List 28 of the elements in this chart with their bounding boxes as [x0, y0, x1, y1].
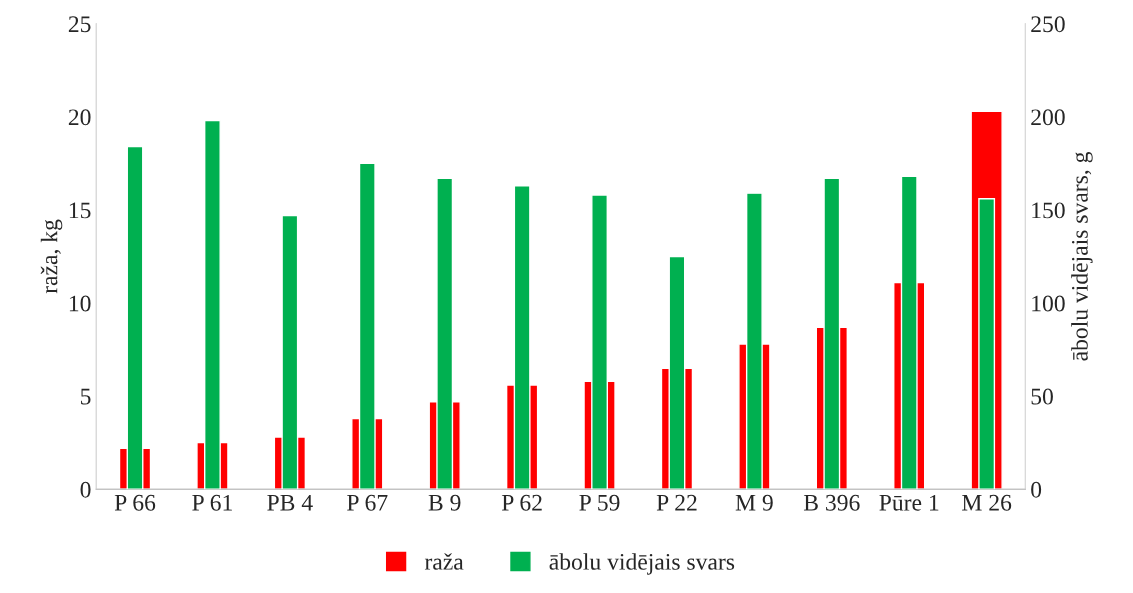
x-tick-label: P 22 — [656, 494, 697, 511]
y2-tick-label: 250 — [1031, 16, 1065, 33]
x-tick-label: B 396 — [803, 494, 860, 511]
legend-label: ābolu vidējais svars — [549, 553, 735, 575]
y-tick-label: 10 — [69, 295, 91, 312]
y-tick-label: 0 — [80, 481, 91, 498]
y2-tick-label: 200 — [1031, 109, 1065, 126]
y2-axis-title: ābolu vidējais svars, g — [1071, 152, 1093, 361]
legend-label: raža — [424, 553, 464, 570]
y2-tick-label: 50 — [1031, 388, 1053, 405]
y-tick-label: 25 — [68, 16, 91, 33]
x-tick-label: M 26 — [962, 494, 1012, 511]
x-tick-label: P 59 — [579, 494, 620, 511]
x-tick-label: P 61 — [192, 494, 232, 511]
y-tick-label: 15 — [69, 202, 91, 219]
y-axis-title: raža, kg — [40, 219, 63, 294]
y-tick-label: 5 — [81, 388, 91, 405]
x-tick-label: PB 4 — [267, 494, 313, 511]
x-tick-label: P 66 — [114, 494, 156, 511]
y2-tick-label: 0 — [1031, 481, 1042, 498]
y2-tick-label: 100 — [1032, 295, 1065, 312]
x-tick-label: Pūre 1 — [879, 494, 939, 511]
x-tick-label: M 9 — [735, 494, 773, 511]
x-tick-label: P 67 — [347, 494, 388, 511]
x-tick-label: B 9 — [428, 494, 461, 511]
x-tick-label: P 62 — [501, 494, 542, 511]
y2-tick-label: 150 — [1032, 202, 1065, 219]
y-tick-label: 20 — [68, 109, 91, 126]
